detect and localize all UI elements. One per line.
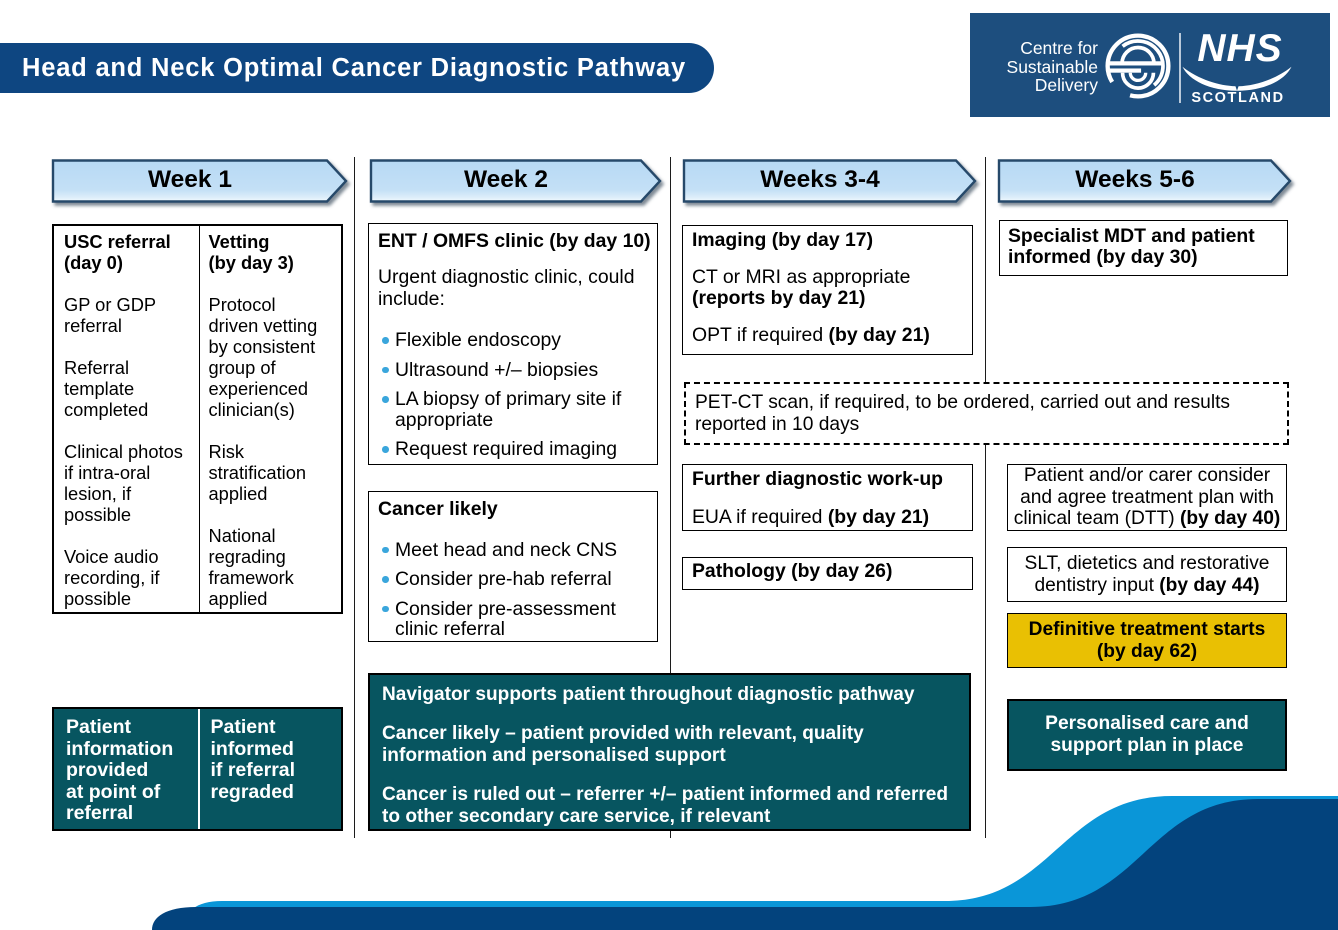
personalised-care-text: Personalised care and support plan in pl…	[1045, 713, 1249, 756]
weeks56-arrow	[997, 159, 1292, 203]
nhs-region-label: SCOTLAND	[1191, 90, 1285, 106]
bullet-icon	[382, 576, 389, 583]
logo-divider	[1179, 33, 1181, 103]
imaging-line: CT or MRI as appropriate (reports by day …	[692, 265, 911, 309]
nhs-swoosh-icon	[1182, 66, 1292, 91]
imaging-box: Imaging (by day 17) CT or MRI as appropr…	[682, 225, 973, 355]
bullet-item: Meet head and neck CNS	[375, 539, 653, 561]
patient-info-right: Patient informed if referral regraded	[210, 716, 296, 803]
usc-referral-vetting-box: USC referral (day 0) GP or GDP referral …	[52, 224, 343, 614]
week2-header: Week 2	[464, 166, 548, 193]
definitive-treatment-text: Definitive treatment starts (by day 62)	[1028, 618, 1266, 662]
vetting-cell: Vetting (by day 3) Protocol driven vetti…	[200, 226, 341, 612]
column-divider	[354, 157, 356, 838]
slt-dietetics-box: SLT, dietetics and restorative dentistry …	[1007, 547, 1287, 602]
bullet-item: Flexible endoscopy	[375, 330, 653, 351]
cancer-likely-box: Cancer likely Meet head and neck CNS Cons…	[368, 491, 658, 642]
weeks34-header: Weeks 3-4	[760, 166, 880, 193]
cancer-likely-heading: Cancer likely	[378, 498, 498, 520]
weeks34-arrow	[682, 159, 977, 203]
bullet-item: Consider pre-assessment clinic referral	[375, 598, 653, 640]
csd-org-line: Sustainable	[1006, 56, 1098, 77]
treatment-plan-text: Patient and/or carer consider and agree t…	[1013, 464, 1281, 530]
vetting-item: National regrading framework applied	[208, 525, 294, 609]
week1-arrow	[51, 159, 348, 203]
pathology-heading: Pathology (by day 26)	[692, 560, 893, 582]
imaging-line: OPT if required (by day 21)	[692, 323, 930, 346]
navigator-para: Navigator supports patient throughout di…	[382, 684, 915, 705]
clinic-heading: ENT / OMFS clinic (by day 10)	[378, 229, 651, 252]
page-title: Head and Neck Optimal Cancer Diagnostic …	[22, 54, 686, 82]
referral-item: Clinical photos if intra-oral lesion, if…	[64, 441, 183, 525]
navigator-para: Cancer likely – patient provided with re…	[382, 723, 864, 766]
bullet-icon	[382, 396, 389, 403]
patient-information-box: Patient information provided at point of…	[52, 707, 343, 831]
patient-info-left: Patient information provided at point of…	[54, 709, 200, 829]
imaging-heading: Imaging (by day 17)	[692, 229, 874, 251]
bullet-item: LA biopsy of primary site if appropriate	[375, 389, 653, 430]
cancer-likely-bullet-list: Meet head and neck CNS Consider pre-hab r…	[375, 539, 653, 640]
clinic-intro: Urgent diagnostic clinic, could include:	[378, 266, 635, 310]
navigator-para: Cancer is ruled out – referrer +/– patie…	[382, 784, 949, 827]
referral-item: Voice audio recording, if possible	[64, 546, 160, 609]
nhs-scotland-logo: Centre for Sustainable Delivery NHS SCOT…	[970, 13, 1330, 117]
referral-item: GP or GDP referral	[64, 294, 157, 336]
bullet-item: Consider pre-hab referral	[375, 569, 653, 590]
referral-item: Referral template completed	[64, 357, 149, 420]
slt-dietetics-text: SLT, dietetics and restorative dentistry …	[1024, 552, 1270, 596]
bullet-item: Ultrasound +/– biopsies	[375, 359, 653, 381]
definitive-treatment-box: Definitive treatment starts (by day 62)	[1007, 613, 1287, 668]
csd-org-name: Centre for Sustainable Delivery	[970, 39, 1098, 95]
pet-ct-box: PET-CT scan, if required, to be ordered,…	[684, 382, 1289, 445]
weeks56-header: Weeks 5-6	[1075, 166, 1195, 193]
bullet-icon	[382, 605, 389, 612]
csd-org-line: Centre for	[1020, 38, 1098, 58]
vetting-item: Protocol driven vetting by consistent gr…	[208, 294, 318, 420]
csd-emblem-icon	[1105, 33, 1171, 99]
bullet-item: Request required imaging	[375, 439, 653, 460]
csd-org-line: Delivery	[1034, 75, 1098, 96]
further-workup-box: Further diagnostic work-up EUA if requir…	[682, 464, 973, 531]
workup-line: EUA if required (by day 21)	[692, 505, 930, 528]
bullet-icon	[382, 546, 389, 553]
bullet-icon	[382, 366, 389, 373]
workup-heading: Further diagnostic work-up	[692, 468, 944, 490]
column-divider	[985, 157, 987, 838]
week2-arrow	[369, 159, 662, 203]
week1-header: Week 1	[148, 166, 232, 193]
clinic-bullet-list: Flexible endoscopy Ultrasound +/– biopsie…	[375, 330, 653, 460]
usc-referral-cell: USC referral (day 0) GP or GDP referral …	[54, 226, 200, 612]
pathology-box: Pathology (by day 26)	[682, 557, 973, 590]
title-banner: Head and Neck Optimal Cancer Diagnostic …	[0, 43, 714, 93]
treatment-plan-box: Patient and/or carer consider and agree t…	[1007, 464, 1287, 531]
nhs-wordmark: NHS	[1197, 27, 1283, 70]
usc-referral-heading: USC referral (day 0)	[64, 231, 171, 273]
specialist-mdt-box: Specialist MDT and patient informed (by …	[999, 220, 1288, 276]
vetting-heading: Vetting (by day 3)	[208, 231, 294, 273]
vetting-item: Risk stratification applied	[208, 441, 307, 504]
bullet-icon	[382, 446, 389, 453]
ent-omfs-clinic-box: ENT / OMFS clinic (by day 10) Urgent dia…	[368, 223, 658, 465]
personalised-care-box: Personalised care and support plan in pl…	[1007, 699, 1287, 771]
column-divider	[670, 157, 672, 838]
footer-wave	[152, 796, 1338, 930]
bullet-icon	[382, 337, 389, 344]
navigator-box: Navigator supports patient throughout di…	[368, 673, 971, 831]
